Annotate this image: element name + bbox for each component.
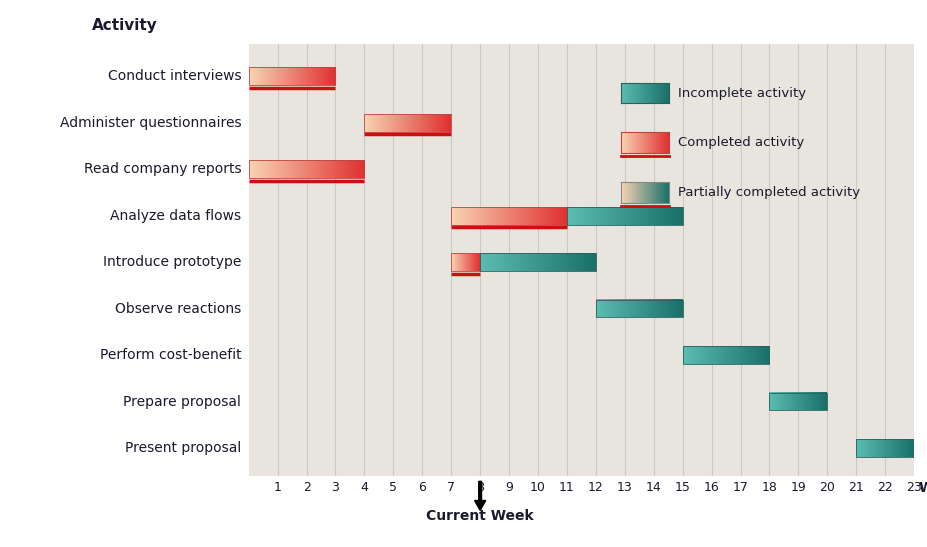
Text: Incomplete activity: Incomplete activity [677, 86, 806, 100]
Bar [479, 253, 595, 271]
Text: Present proposal: Present proposal [125, 441, 241, 455]
Text: Conduct interviews: Conduct interviews [108, 69, 241, 83]
Text: Prepare proposal: Prepare proposal [123, 394, 241, 409]
Bar [682, 346, 768, 364]
Bar [248, 67, 336, 85]
Text: Activity: Activity [92, 18, 157, 33]
Text: Weeks: Weeks [918, 481, 927, 496]
Bar [248, 160, 364, 178]
Text: Administer questionnaires: Administer questionnaires [59, 116, 241, 130]
Bar [768, 393, 826, 410]
Bar [566, 207, 682, 224]
Text: Analyze data flows: Analyze data flows [110, 209, 241, 223]
Text: Completed activity: Completed activity [677, 136, 804, 149]
Text: Perform cost-benefit: Perform cost-benefit [99, 348, 241, 362]
Bar [364, 114, 451, 132]
Bar [451, 207, 566, 224]
Text: Introduce prototype: Introduce prototype [103, 255, 241, 269]
Bar [595, 300, 682, 317]
Text: Current Week: Current Week [425, 509, 533, 523]
Bar [856, 439, 913, 457]
Text: Partially completed activity: Partially completed activity [677, 186, 859, 199]
Bar [451, 253, 479, 271]
Text: Read company reports: Read company reports [83, 162, 241, 176]
Text: Observe reactions: Observe reactions [115, 301, 241, 316]
